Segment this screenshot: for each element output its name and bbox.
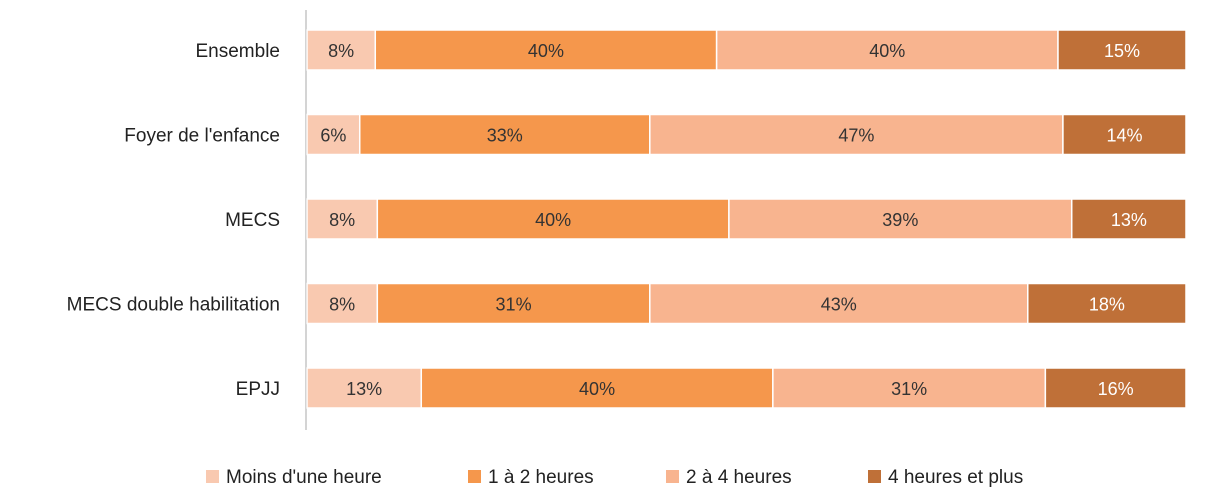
data-label: 15% bbox=[1104, 41, 1140, 61]
data-label: 8% bbox=[329, 210, 355, 230]
category-label: MECS double habilitation bbox=[67, 295, 280, 316]
data-label: 18% bbox=[1089, 295, 1125, 315]
data-label: 31% bbox=[496, 295, 532, 315]
data-label: 13% bbox=[346, 379, 382, 399]
data-label: 40% bbox=[579, 379, 615, 399]
legend: Moins d'une heure 1 à 2 heures 2 à 4 heure… bbox=[206, 467, 1023, 488]
data-label: 31% bbox=[891, 379, 927, 399]
category-labels: Ensemble Foyer de l'enfance MECS MECS doubl… bbox=[67, 41, 280, 400]
data-label: 13% bbox=[1111, 210, 1147, 230]
legend-swatch bbox=[868, 470, 881, 483]
legend-label: 1 à 2 heures bbox=[488, 467, 594, 488]
data-label: 8% bbox=[328, 41, 354, 61]
legend-swatch bbox=[468, 470, 481, 483]
data-label: 40% bbox=[869, 41, 905, 61]
category-label: Ensemble bbox=[196, 41, 281, 62]
legend-label: 4 heures et plus bbox=[888, 467, 1023, 488]
category-label: MECS bbox=[225, 210, 280, 231]
data-label: 40% bbox=[535, 210, 571, 230]
legend-label: 2 à 4 heures bbox=[686, 467, 792, 488]
bars-group: 8% 40% 40% 15% 6% 33% 47% 14% 8% 40% 39% 13% 8% 31% 43… bbox=[307, 30, 1186, 408]
data-label: 43% bbox=[821, 295, 857, 315]
data-label: 16% bbox=[1098, 379, 1134, 399]
data-label: 33% bbox=[487, 126, 523, 146]
data-label: 39% bbox=[882, 210, 918, 230]
data-label: 6% bbox=[320, 126, 346, 146]
data-label: 47% bbox=[838, 126, 874, 146]
data-label: 14% bbox=[1106, 126, 1142, 146]
data-label: 8% bbox=[329, 295, 355, 315]
legend-label: Moins d'une heure bbox=[226, 467, 382, 488]
legend-swatch bbox=[666, 470, 679, 483]
category-label: EPJJ bbox=[236, 379, 280, 400]
data-label: 40% bbox=[528, 41, 564, 61]
category-label: Foyer de l'enfance bbox=[124, 126, 280, 147]
legend-swatch bbox=[206, 470, 219, 483]
